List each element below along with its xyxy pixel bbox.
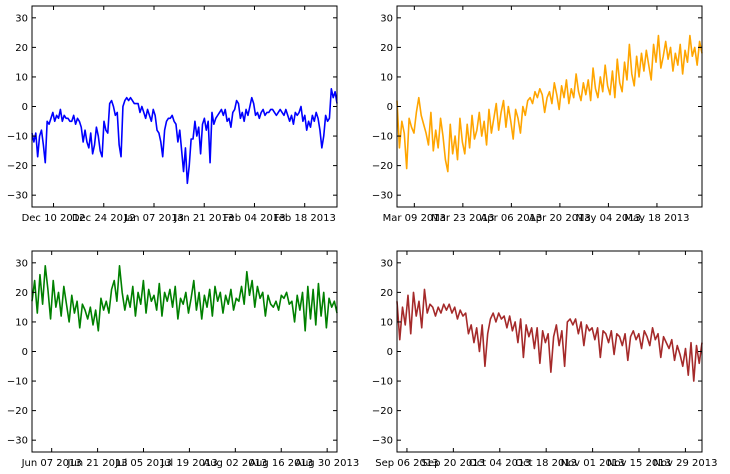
y-tick-label: 10 xyxy=(15,72,28,83)
plot-border xyxy=(31,5,338,208)
series-line xyxy=(396,34,703,173)
x-tick-label: Jun 21 2013 xyxy=(67,458,128,469)
y-tick-label: −10 xyxy=(372,377,393,388)
y-tick-label: −10 xyxy=(7,132,28,143)
x-tick-label: Sep 06 2013 xyxy=(375,458,438,469)
y-tick-label: −30 xyxy=(372,436,393,447)
x-tick-label: Nov 29 2013 xyxy=(653,458,717,469)
series-line xyxy=(31,264,338,332)
x-tick-label: Jan 21 2013 xyxy=(173,213,234,224)
x-tick-label: Aug 02 2013 xyxy=(203,458,267,469)
x-tick-label: May 18 2013 xyxy=(624,213,689,224)
y-tick-label: 10 xyxy=(15,317,28,328)
x-tick-label: May 04 2013 xyxy=(576,213,641,224)
x-tick-label: Mar 09 2013 xyxy=(383,213,446,224)
y-tick-label: 30 xyxy=(15,13,28,24)
plot-area xyxy=(31,5,338,208)
x-tick-label: Oct 04 2013 xyxy=(469,458,531,469)
y-tick-label: 0 xyxy=(387,347,393,358)
plot-border xyxy=(31,250,338,453)
y-tick-label: 0 xyxy=(387,102,393,113)
y-tick-label: −20 xyxy=(7,406,28,417)
y-tick-label: 20 xyxy=(380,288,393,299)
y-tick-label: −20 xyxy=(372,406,393,417)
x-tick-label: Mar 23 2013 xyxy=(431,213,494,224)
x-tick-label: Jun 07 2013 xyxy=(21,458,82,469)
y-tick-label: −10 xyxy=(372,132,393,143)
x-tick-label: Feb 18 2013 xyxy=(274,213,336,224)
y-tick-label: −10 xyxy=(7,377,28,388)
y-tick-label: 20 xyxy=(380,43,393,54)
y-tick-label: 30 xyxy=(15,258,28,269)
x-tick-label: Oct 18 2013 xyxy=(515,458,577,469)
y-tick-label: 10 xyxy=(380,72,393,83)
series-line xyxy=(396,288,703,382)
plot-area xyxy=(31,250,338,453)
x-tick-label: Sep 20 2013 xyxy=(422,458,485,469)
y-tick-label: −20 xyxy=(7,161,28,172)
y-tick-label: −30 xyxy=(7,436,28,447)
x-tick-label: Nov 15 2013 xyxy=(607,458,671,469)
y-tick-label: 10 xyxy=(380,317,393,328)
x-tick-label: Jul 19 2013 xyxy=(160,458,218,469)
y-tick-label: 30 xyxy=(380,13,393,24)
y-tick-label: −20 xyxy=(372,161,393,172)
plot-area xyxy=(396,5,703,208)
x-tick-label: Jul 05 2013 xyxy=(114,458,172,469)
x-tick-label: Apr 20 2013 xyxy=(529,213,591,224)
y-tick-label: −30 xyxy=(372,191,393,202)
x-tick-label: Feb 04 2013 xyxy=(223,213,285,224)
x-tick-label: Aug 16 2013 xyxy=(249,458,313,469)
x-tick-label: Apr 06 2013 xyxy=(480,213,542,224)
x-tick-label: Dec 24 2012 xyxy=(72,213,136,224)
series-line xyxy=(31,87,338,185)
plot-border xyxy=(396,250,703,453)
y-tick-label: −30 xyxy=(7,191,28,202)
plot-border xyxy=(396,5,703,208)
x-tick-label: Aug 30 2013 xyxy=(295,458,359,469)
x-tick-label: Nov 01 2013 xyxy=(561,458,625,469)
y-tick-label: 0 xyxy=(22,102,28,113)
x-tick-label: Jan 07 2013 xyxy=(123,213,184,224)
x-tick-label: Dec 10 2012 xyxy=(22,213,86,224)
y-tick-label: 30 xyxy=(380,258,393,269)
y-tick-label: 0 xyxy=(22,347,28,358)
y-tick-label: 20 xyxy=(15,288,28,299)
y-tick-label: 20 xyxy=(15,43,28,54)
